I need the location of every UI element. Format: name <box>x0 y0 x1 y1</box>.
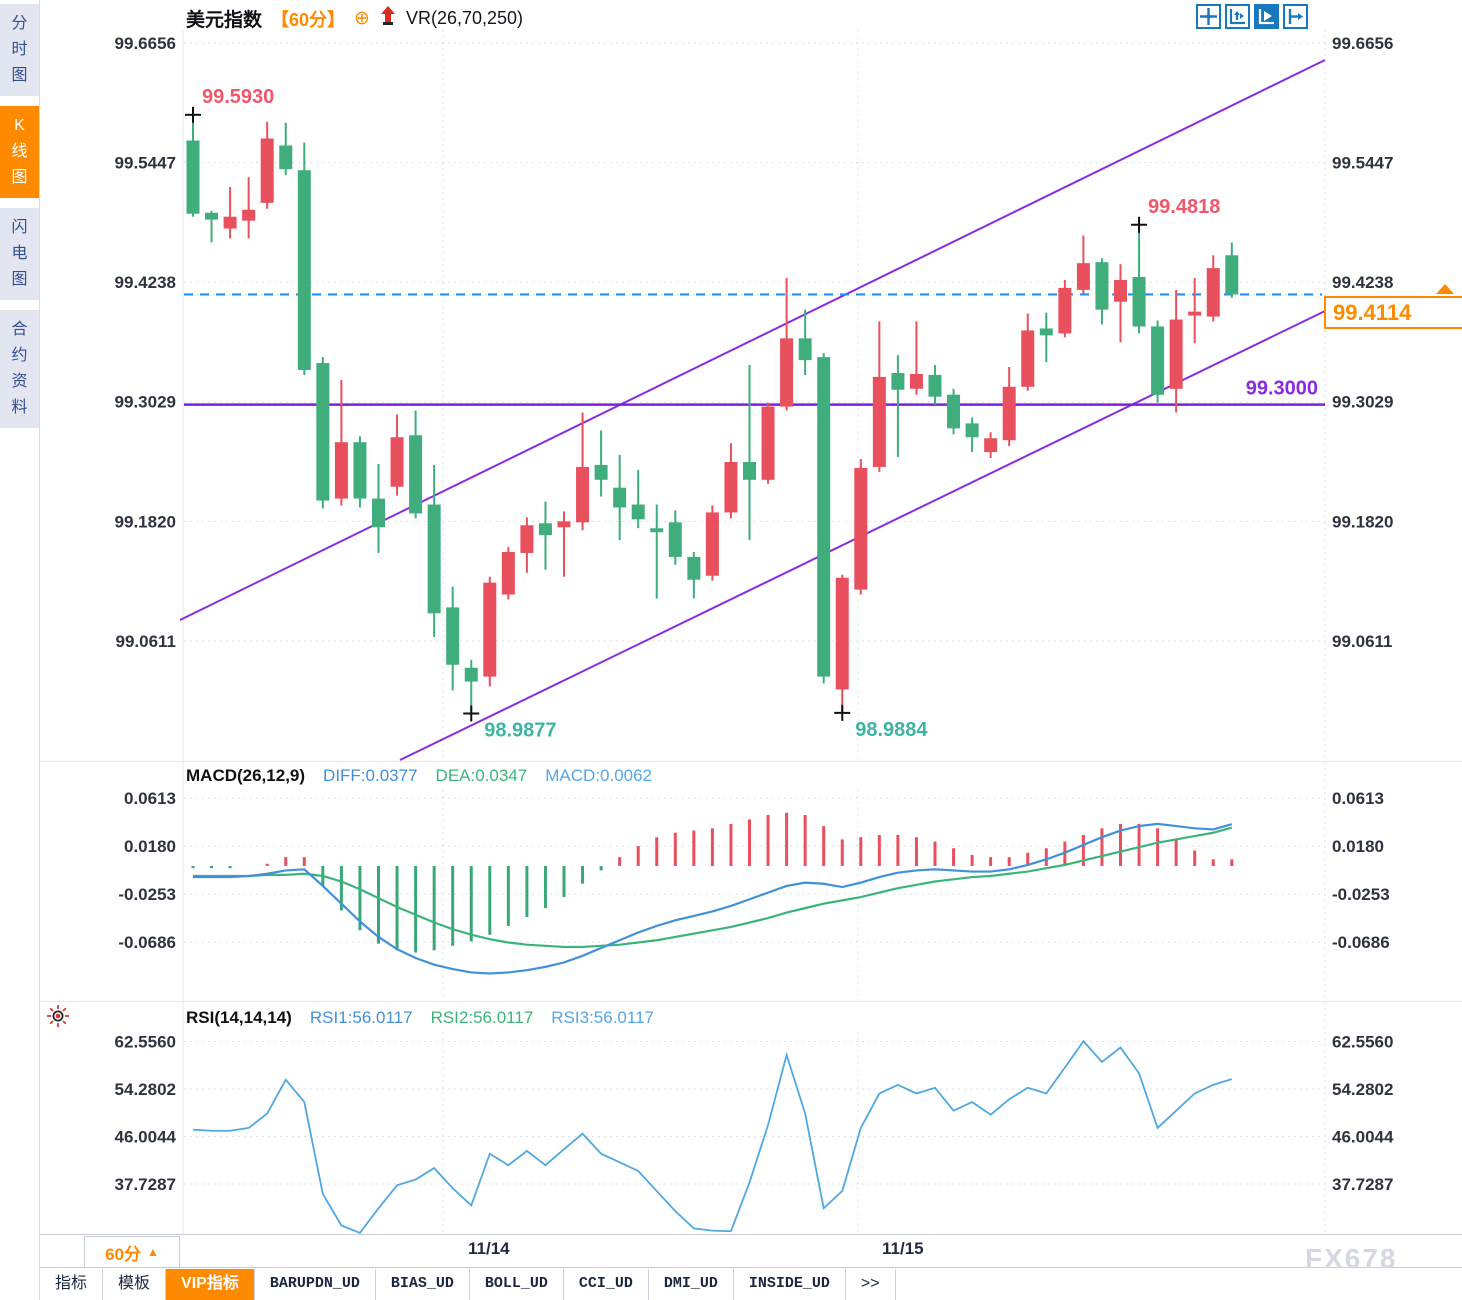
crosshair-icon[interactable] <box>1196 4 1221 29</box>
svg-text:46.0044: 46.0044 <box>115 1127 177 1146</box>
svg-text:98.9877: 98.9877 <box>484 720 556 742</box>
play-axis-icon[interactable] <box>1254 4 1279 29</box>
chart-title-row: 美元指数 【60分】 ⊕ VR(26,70,250) <box>186 5 523 32</box>
price-annotations: 99.5930 99.4818 98.9877 98.9884 <box>185 86 1220 742</box>
svg-text:99.3029: 99.3029 <box>1332 393 1393 412</box>
add-indicator-icon[interactable]: ⊕ <box>354 8 370 29</box>
vr-indicator-label: VR(26,70,250) <box>405 8 524 28</box>
chart-toolbar <box>1196 4 1308 29</box>
period-selector[interactable]: 60分 ▲ <box>84 1236 180 1268</box>
x-axis-date-2: 11/15 <box>882 1239 924 1258</box>
svg-text:0.0613: 0.0613 <box>124 789 176 808</box>
macd-panel: 0.0613 0.0613 0.0180 0.0180 -0.0253 -0.0253 -0… <box>118 789 1390 975</box>
sidebar-item-candle-chart[interactable]: K 线 图 <box>0 106 39 198</box>
svg-text:99.3000: 99.3000 <box>1246 378 1318 400</box>
watermark: FX678 <box>1305 1243 1398 1274</box>
panel-separators <box>0 761 1462 1268</box>
sidebar-item-lightning-chart[interactable]: 闪 电 图 <box>0 208 39 300</box>
rsi3-value: RSI3:56.0117 <box>551 1008 654 1027</box>
candlestick-series <box>186 114 1239 714</box>
macd-hist-value: MACD:0.0062 <box>545 766 653 785</box>
x-axis-date-1: 11/14 <box>468 1239 510 1258</box>
tab-dmi-ud[interactable]: DMI_UD <box>649 1269 734 1300</box>
svg-text:99.6656: 99.6656 <box>1332 34 1393 53</box>
axis-labels: 99.6656 99.6656 99.5447 99.5447 99.4238 99.42… <box>115 34 1394 651</box>
sidebar-item-time-chart[interactable]: 分 时 图 <box>0 4 39 96</box>
period-label: 【60分】 <box>271 9 346 30</box>
tab-cci-ud[interactable]: CCI_UD <box>564 1269 649 1300</box>
rsi1-value: RSI1:56.0117 <box>309 1008 413 1027</box>
rsi-name: RSI(14,14,14) <box>186 1008 292 1027</box>
axis-fit-icon[interactable] <box>1225 4 1250 29</box>
tab-indicators[interactable]: 指标 <box>40 1269 104 1300</box>
period-selector-label: 60分 <box>105 1244 142 1264</box>
svg-text:99.5447: 99.5447 <box>115 154 176 173</box>
period-up-arrow-icon: ▲ <box>147 1245 159 1259</box>
svg-text:37.7287: 37.7287 <box>1332 1175 1393 1194</box>
tab-templates[interactable]: 模板 <box>103 1269 167 1300</box>
tab-inside-ud[interactable]: INSIDE_UD <box>734 1269 846 1300</box>
macd-dea-value: DEA:0.0347 <box>435 766 528 785</box>
rsi-panel: 62.5560 62.5560 54.2802 54.2802 46.0044 46.00… <box>115 1033 1394 1235</box>
svg-text:99.5447: 99.5447 <box>1332 154 1393 173</box>
rsi2-value: RSI2:56.0117 <box>430 1008 534 1027</box>
svg-text:0.0613: 0.0613 <box>1332 789 1384 808</box>
sidebar-item-contract-info[interactable]: 合 约 资 料 <box>0 310 39 428</box>
svg-text:-0.0253: -0.0253 <box>118 885 176 904</box>
tabs-overflow-button[interactable]: >> <box>846 1269 896 1300</box>
svg-text:37.7287: 37.7287 <box>115 1175 176 1194</box>
sidebar: 分 时 图 K 线 图 闪 电 图 合 约 资 料 <box>0 0 40 1300</box>
svg-text:54.2802: 54.2802 <box>115 1080 176 1099</box>
svg-text:99.0611: 99.0611 <box>115 632 176 651</box>
svg-text:99.4818: 99.4818 <box>1148 196 1220 218</box>
svg-text:54.2802: 54.2802 <box>1332 1080 1393 1099</box>
up-arrow-icon <box>379 5 397 32</box>
tab-bias-ud[interactable]: BIAS_UD <box>376 1269 470 1300</box>
svg-text:0.0180: 0.0180 <box>124 837 176 856</box>
svg-text:0.0180: 0.0180 <box>1332 837 1384 856</box>
svg-text:-0.0686: -0.0686 <box>1332 933 1390 952</box>
rsi-title-row: RSI(14,14,14) RSI1:56.0117 RSI2:56.0117 … <box>186 1008 654 1028</box>
svg-text:62.5560: 62.5560 <box>115 1033 176 1052</box>
macd-diff-value: DIFF:0.0377 <box>323 766 418 785</box>
svg-text:99.3029: 99.3029 <box>115 393 176 412</box>
macd-title-row: MACD(26,12,9) DIFF:0.0377 DEA:0.0347 MAC… <box>186 766 652 786</box>
svg-text:46.0044: 46.0044 <box>1332 1127 1394 1146</box>
overlay-lines: 99.3000 <box>179 59 1326 761</box>
svg-text:99.0611: 99.0611 <box>1332 632 1393 651</box>
tab-vip-indicators[interactable]: VIP指标 <box>166 1269 255 1300</box>
gridlines <box>182 30 1326 1234</box>
current-price-box[interactable]: 99.4114 <box>1324 296 1462 329</box>
indicator-tab-bar: 指标 模板 VIP指标 BARUPDN_UD BIAS_UD BOLL_UD C… <box>40 1269 896 1300</box>
svg-text:99.4238: 99.4238 <box>1332 273 1393 292</box>
svg-text:99.5930: 99.5930 <box>202 86 274 108</box>
svg-text:62.5560: 62.5560 <box>1332 1033 1393 1052</box>
svg-text:99.6656: 99.6656 <box>115 34 176 53</box>
svg-text:99.1820: 99.1820 <box>115 512 176 531</box>
svg-text:-0.0253: -0.0253 <box>1332 885 1390 904</box>
tab-barupdn-ud[interactable]: BARUPDN_UD <box>255 1269 376 1300</box>
svg-text:-0.0686: -0.0686 <box>118 933 176 952</box>
svg-text:99.4238: 99.4238 <box>115 273 176 292</box>
svg-text:98.9884: 98.9884 <box>855 719 928 741</box>
macd-name: MACD(26,12,9) <box>186 766 306 785</box>
svg-text:99.1820: 99.1820 <box>1332 512 1393 531</box>
tab-boll-ud[interactable]: BOLL_UD <box>470 1269 564 1300</box>
pan-right-icon[interactable] <box>1283 4 1308 29</box>
indicator-marker-icon[interactable] <box>46 1004 70 1033</box>
symbol-name: 美元指数 <box>186 10 263 31</box>
